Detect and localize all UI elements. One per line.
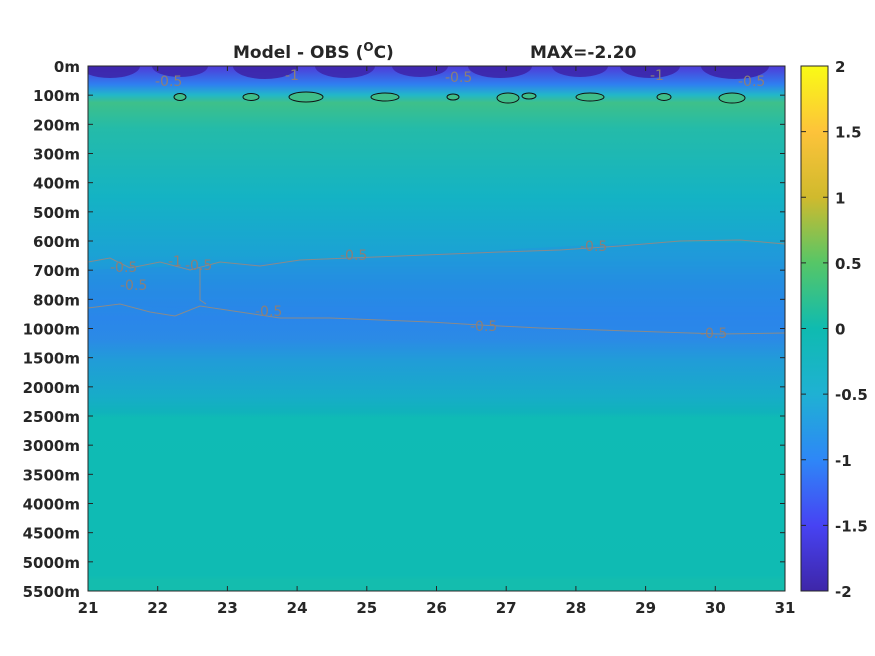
- y-tick-label: 5000m: [23, 554, 80, 572]
- y-tick-label: 200m: [33, 116, 80, 134]
- x-tick-label: 28: [565, 599, 586, 617]
- y-tick-label: 2500m: [23, 408, 80, 426]
- surface-core: [468, 66, 532, 78]
- surface-core: [552, 66, 608, 77]
- x-tick-label: 30: [705, 599, 726, 617]
- surface-core: [88, 66, 140, 78]
- heatmap-features: -0.5 -1 -0.5 -1 -0.5-0.5 -1-0.5-0.5-0.5-0.5-0…: [88, 66, 785, 342]
- chart-title-superscript: O: [363, 40, 373, 54]
- surface-core: [620, 66, 680, 78]
- contour-label: -0.5: [255, 304, 282, 320]
- y-tick-label: 1000m: [23, 321, 80, 339]
- surface-core: [152, 66, 208, 77]
- x-tick-label: 27: [496, 599, 517, 617]
- closed-contour: [718, 92, 746, 104]
- chart-title-main: Model - OBS (: [233, 43, 363, 63]
- closed-contour: [521, 92, 537, 100]
- surface-core: [315, 66, 375, 78]
- contour-line: [88, 239, 785, 271]
- chart-title: Model - OBS (OC): [233, 40, 394, 63]
- x-axis: 21 22 23 24 25 26 27 28 29 30 31: [78, 66, 796, 617]
- closed-contour: [496, 92, 520, 104]
- x-tick-label: 21: [78, 599, 99, 617]
- x-tick-label: 22: [147, 599, 168, 617]
- colorbar-tick-label: 0: [835, 321, 845, 339]
- contour-line: [88, 303, 785, 335]
- closed-contour: [370, 92, 400, 102]
- closed-contour: [446, 93, 460, 101]
- closed-contour: [173, 93, 187, 101]
- closed-contour: [242, 93, 260, 101]
- contour-label: -0.5: [110, 260, 137, 276]
- contour-label: -0.5: [340, 248, 367, 264]
- contour-label: -0.5: [580, 239, 607, 255]
- cold-band: [88, 242, 785, 332]
- contour-label: -0.5: [470, 319, 497, 335]
- y-tick-label: 300m: [33, 146, 80, 164]
- heatmap-field: [88, 66, 785, 591]
- y-tick-label: 2000m: [23, 379, 80, 397]
- x-tick-label: 25: [356, 599, 377, 617]
- y-tick-label: 500m: [33, 204, 80, 222]
- contour-label: -1: [168, 254, 182, 270]
- contour-label: -0.5: [738, 74, 765, 90]
- x-tick-label: 23: [217, 599, 238, 617]
- colorbar-ticks: 2 1.5 1 0.5 0 -0.5 -1 -1.5 -2: [801, 58, 868, 601]
- y-tick-label: 100m: [33, 87, 80, 105]
- y-tick-label: 4000m: [23, 496, 80, 514]
- closed-contour: [288, 91, 324, 103]
- x-tick-label: 24: [287, 599, 308, 617]
- surface-core: [701, 66, 769, 79]
- contour-label: -0.5: [155, 74, 182, 90]
- closed-contour: [575, 92, 605, 102]
- y-tick-label: 700m: [33, 262, 80, 280]
- contour-label: -0.5: [445, 70, 472, 86]
- y-axis: 0m 100m 200m 300m 400m 500m 600m 700m 800m 1000m 1…: [23, 58, 785, 601]
- surface-core: [233, 66, 297, 79]
- contour-label: -0.5: [185, 258, 212, 274]
- y-tick-label: 1500m: [23, 350, 80, 368]
- y-tick-label: 4500m: [23, 525, 80, 543]
- contour-label: -0.5: [120, 278, 147, 294]
- closed-contour: [656, 93, 672, 101]
- y-tick-label: 5500m: [23, 583, 80, 601]
- y-tick-label: 3000m: [23, 437, 80, 455]
- surface-core: [392, 66, 448, 77]
- contour-label: -1: [650, 68, 664, 84]
- colorbar-tick-label: -1: [835, 452, 852, 470]
- contour-label: -0.5: [700, 326, 727, 342]
- colorbar-tick-label: 2: [835, 58, 845, 76]
- y-tick-label: 3500m: [23, 466, 80, 484]
- y-tick-label: 800m: [33, 291, 80, 309]
- y-tick-label: 400m: [33, 175, 80, 193]
- contour-label: -1: [285, 68, 299, 84]
- colorbar-tick-label: 1: [835, 189, 845, 207]
- x-tick-label: 29: [635, 599, 656, 617]
- colorbar-tick-label: -2: [835, 583, 852, 601]
- max-annotation: MAX=-2.20: [530, 43, 637, 63]
- y-tick-label: 600m: [33, 233, 80, 251]
- chart-title-suffix: C): [374, 43, 394, 63]
- colorbar-tick-label: -1.5: [835, 517, 868, 535]
- x-tick-label: 26: [426, 599, 447, 617]
- contour-line: [199, 268, 207, 305]
- x-tick-label: 31: [775, 599, 796, 617]
- colorbar-tick-label: 1.5: [835, 124, 862, 142]
- colorbar-tick-label: -0.5: [835, 386, 868, 404]
- y-tick-label: 0m: [54, 58, 80, 76]
- colorbar-tick-label: 0.5: [835, 255, 862, 273]
